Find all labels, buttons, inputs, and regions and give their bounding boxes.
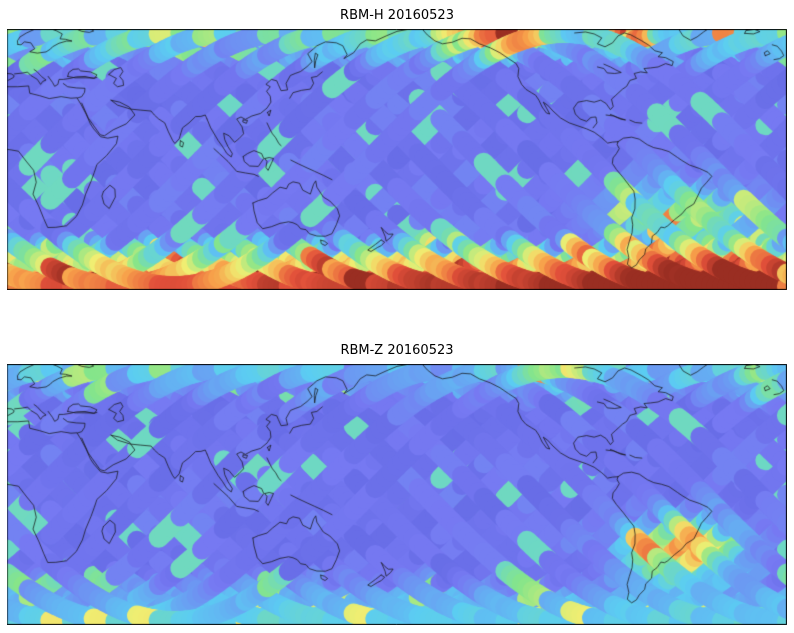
panel-rbm-h: RBM-H 20160523	[0, 0, 794, 290]
panel-rbm-z: RBM-Z 20160523	[0, 290, 794, 625]
panel-title-rbm-z: RBM-Z 20160523	[340, 343, 454, 358]
rbm-z-map-canvas	[7, 364, 787, 625]
rbm-h-map-canvas	[7, 29, 787, 290]
panel-title-rbm-h: RBM-H 20160523	[340, 8, 454, 23]
